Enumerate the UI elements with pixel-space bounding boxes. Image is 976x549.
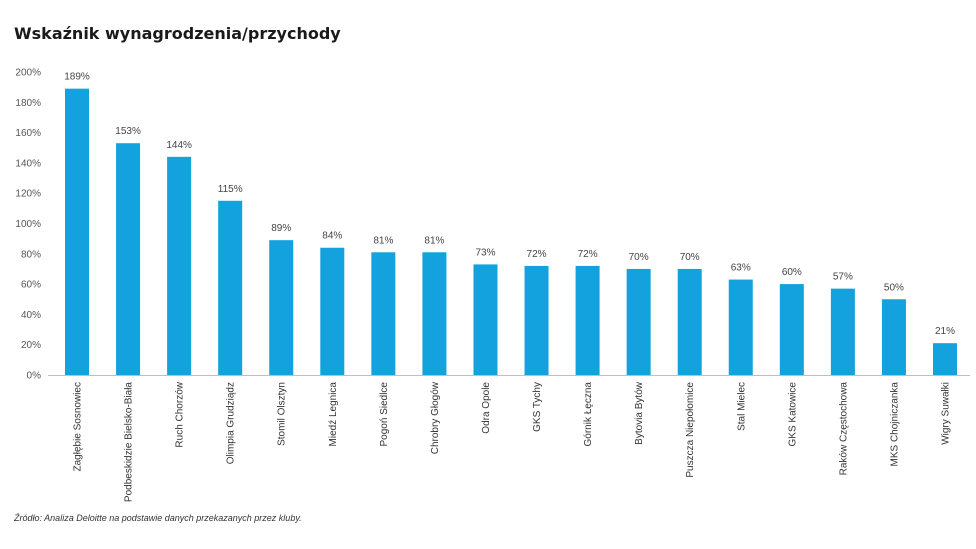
data-label: 84% xyxy=(322,231,342,242)
bar xyxy=(320,247,345,375)
y-tick-label: 80% xyxy=(21,249,41,260)
data-label: 72% xyxy=(527,249,547,260)
bar xyxy=(779,284,804,375)
y-tick-label: 0% xyxy=(27,371,42,382)
data-label: 57% xyxy=(833,272,853,283)
category-label: Podbeskidzie Bielsko-Biała xyxy=(124,382,135,503)
data-label: 50% xyxy=(884,282,904,293)
data-label: 63% xyxy=(731,263,751,274)
bar xyxy=(167,156,192,375)
category-label: Raków Częstochowa xyxy=(838,382,849,476)
bar xyxy=(473,264,498,375)
category-label: GKS Tychy xyxy=(532,382,543,432)
category-label: Ruch Chorzów xyxy=(175,381,186,447)
bar xyxy=(269,240,294,375)
category-label: Olimpia Grudziądz xyxy=(226,382,237,464)
category-label: Miedź Legnica xyxy=(328,382,339,447)
category-label: Stomil Olsztyn xyxy=(277,382,288,446)
data-label: 60% xyxy=(782,267,802,278)
y-tick-label: 20% xyxy=(21,340,41,351)
y-tick-label: 40% xyxy=(21,310,41,321)
data-label: 144% xyxy=(166,140,192,151)
y-tick-label: 60% xyxy=(21,280,41,291)
category-label: MKS Chojniczanka xyxy=(889,382,900,467)
category-label: Górnik Łęczna xyxy=(583,382,594,447)
bar xyxy=(677,268,702,375)
y-tick-label: 120% xyxy=(15,189,41,200)
data-label: 81% xyxy=(424,235,444,246)
data-label: 81% xyxy=(373,235,393,246)
data-label: 70% xyxy=(680,252,700,263)
category-label: Stal Mielec xyxy=(736,382,747,431)
bar xyxy=(830,288,855,375)
bar xyxy=(933,343,957,375)
y-tick-label: 160% xyxy=(15,128,41,139)
chart-title: Wskaźnik wynagrodzenia/przychody xyxy=(14,24,341,43)
bar xyxy=(524,265,549,375)
category-label: Wigry Suwałki xyxy=(941,382,952,445)
bar xyxy=(218,200,243,375)
bar xyxy=(116,143,141,375)
y-tick-label: 100% xyxy=(15,219,41,230)
source-note: Źródło: Analiza Deloitte na podstawie da… xyxy=(14,513,302,523)
bars xyxy=(65,88,957,375)
category-label: Bytovia Bytów xyxy=(634,381,645,445)
category-label: Chrobry Głogów xyxy=(430,381,441,454)
category-label: Zagłębie Sosnowiec xyxy=(73,382,84,472)
y-axis-ticks: 0% 20% 40% 60% 80% 100% 120% 140% 160% 180% 200% xyxy=(15,68,41,382)
y-tick-label: 200% xyxy=(15,68,41,79)
data-label: 70% xyxy=(629,252,649,263)
data-label: 73% xyxy=(475,247,495,258)
bar xyxy=(728,279,753,375)
data-label: 153% xyxy=(115,126,141,137)
bar xyxy=(371,252,396,375)
data-label: 189% xyxy=(64,72,90,83)
category-label: Puszcza Niepołomice xyxy=(685,382,696,478)
data-label: 72% xyxy=(578,249,598,260)
bar xyxy=(422,252,447,375)
data-label: 21% xyxy=(935,326,955,337)
category-label: Odra Opole xyxy=(481,382,492,434)
category-label: Pogoń Siedlce xyxy=(379,382,390,447)
data-label: 115% xyxy=(218,184,243,195)
bar xyxy=(65,88,89,375)
y-tick-label: 180% xyxy=(15,98,41,109)
category-label: GKS Katowice xyxy=(787,382,798,447)
y-tick-label: 140% xyxy=(15,158,41,169)
data-label: 89% xyxy=(271,223,291,234)
data-labels: 189% 153% 144% 115% 89% 84% 81% 81% 73% 72% 72% 70%… xyxy=(64,72,955,338)
bar xyxy=(881,299,906,375)
bar xyxy=(626,268,651,375)
category-labels: Zagłębie Sosnowiec Podbeskidzie Bielsko-B… xyxy=(73,381,952,502)
bar xyxy=(575,265,600,375)
